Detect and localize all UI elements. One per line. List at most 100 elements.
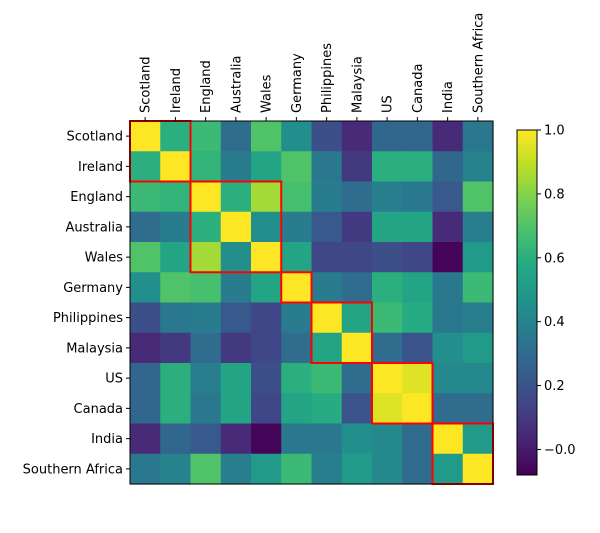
heatmap-cell-0-9 <box>402 121 434 152</box>
heatmap-frame <box>129 120 494 485</box>
x-tick-label: Ireland <box>169 68 184 113</box>
x-tick-label: Philippines <box>320 43 335 113</box>
y-tick-label: India <box>91 432 123 447</box>
heatmap-cell-7-3 <box>220 332 252 364</box>
y-tick-label: Scotland <box>66 130 123 145</box>
heatmap-cell-3-1 <box>160 211 192 243</box>
heatmap-cells <box>130 121 494 485</box>
heatmap-cell-9-11 <box>462 393 494 425</box>
heatmap-cell-11-1 <box>160 453 192 485</box>
y-tick-label: Germany <box>63 281 123 296</box>
heatmap-cell-4-11 <box>462 242 494 273</box>
heatmap-cell-4-9 <box>402 242 434 273</box>
heatmap-cell-8-7 <box>341 363 373 394</box>
heatmap-cell-0-6 <box>311 121 343 152</box>
heatmap-cell-7-7 <box>341 332 373 364</box>
heatmap-cell-3-5 <box>281 211 313 243</box>
x-tick-label: Wales <box>260 74 275 113</box>
heatmap-cell-10-5 <box>281 423 313 455</box>
heatmap-cell-4-3 <box>220 242 252 273</box>
heatmap-cell-10-3 <box>220 423 252 455</box>
heatmap-cell-5-0 <box>130 272 161 304</box>
cluster-box-2 <box>280 271 313 304</box>
heatmap-cell-7-10 <box>432 332 464 364</box>
heatmap-cell-1-5 <box>281 151 313 183</box>
colorbar: −0.0 0.2 0.4 0.6 0.8 1.0 <box>516 124 576 476</box>
heatmap-cell-9-7 <box>341 393 373 425</box>
heatmap-cell-0-1 <box>160 121 192 152</box>
heatmap-cell-3-6 <box>311 211 343 243</box>
heatmap-cell-2-2 <box>190 181 222 213</box>
heatmap-cell-0-0 <box>130 121 161 152</box>
y-axis: Scotland Ireland England Australia Wales Germ… <box>23 130 130 477</box>
heatmap-cell-8-10 <box>432 363 464 394</box>
x-axis: Scotland Ireland England Australia Wales Germ… <box>139 13 486 121</box>
x-tick-label: England <box>199 60 214 113</box>
heatmap-cell-2-3 <box>220 181 252 213</box>
y-tick-label: Ireland <box>78 160 123 175</box>
heatmap-cell-2-0 <box>130 181 161 213</box>
heatmap-cell-4-6 <box>311 242 343 273</box>
heatmap-cell-10-2 <box>190 423 222 455</box>
heatmap-cell-6-6 <box>311 302 343 334</box>
heatmap-cell-6-8 <box>372 302 403 334</box>
heatmap-cell-8-11 <box>462 363 494 394</box>
heatmap-cell-1-2 <box>190 151 222 183</box>
x-tick-label: Australia <box>229 55 244 113</box>
x-tick-label: India <box>441 81 456 113</box>
heatmap-cell-10-11 <box>462 423 494 455</box>
heatmap-cell-9-9 <box>402 393 434 425</box>
heatmap-cell-7-9 <box>402 332 434 364</box>
heatmap-cell-5-4 <box>251 272 282 304</box>
heatmap-cell-9-2 <box>190 393 222 425</box>
heatmap-cell-9-4 <box>251 393 282 425</box>
heatmap-cell-6-2 <box>190 302 222 334</box>
y-tick-label: Canada <box>74 402 123 417</box>
heatmap-cell-6-11 <box>462 302 494 334</box>
heatmap-cell-1-8 <box>372 151 403 183</box>
heatmap-cell-4-5 <box>281 242 313 273</box>
heatmap-cell-2-4 <box>251 181 282 213</box>
heatmap-cell-2-10 <box>432 181 464 213</box>
heatmap-cell-8-1 <box>160 363 192 394</box>
heatmap-cell-7-4 <box>251 332 282 364</box>
heatmap-cell-5-7 <box>341 272 373 304</box>
heatmap-cell-11-6 <box>311 453 343 485</box>
heatmap-cell-3-0 <box>130 211 161 243</box>
heatmap-cell-3-7 <box>341 211 373 243</box>
heatmap-cell-8-6 <box>311 363 343 394</box>
heatmap-cell-6-7 <box>341 302 373 334</box>
heatmap-cell-11-0 <box>130 453 161 485</box>
x-tick-label: Canada <box>411 64 426 113</box>
heatmap-cell-5-5 <box>281 272 313 304</box>
heatmap-cell-5-10 <box>432 272 464 304</box>
heatmap-cell-11-10 <box>432 453 464 485</box>
heatmap-cell-11-9 <box>402 453 434 485</box>
heatmap-cell-9-8 <box>372 393 403 425</box>
x-tick-label: Scotland <box>139 56 154 113</box>
heatmap-cell-2-11 <box>462 181 494 213</box>
heatmap-cell-2-8 <box>372 181 403 213</box>
heatmap-cell-9-0 <box>130 393 161 425</box>
x-tick-label: Southern Africa <box>471 13 486 113</box>
heatmap-cell-5-6 <box>311 272 343 304</box>
heatmap-cell-10-9 <box>402 423 434 455</box>
colorbar-tick-label: 0.8 <box>544 187 565 202</box>
heatmap-cell-0-5 <box>281 121 313 152</box>
heatmap-cell-11-2 <box>190 453 222 485</box>
heatmap-cell-3-2 <box>190 211 222 243</box>
heatmap-cell-5-2 <box>190 272 222 304</box>
heatmap-cell-3-9 <box>402 211 434 243</box>
heatmap-cell-5-3 <box>220 272 252 304</box>
colorbar-tick-label: 0.2 <box>544 379 565 394</box>
heatmap-cell-9-6 <box>311 393 343 425</box>
heatmap-cell-1-9 <box>402 151 434 183</box>
colorbar-gradient <box>516 129 538 476</box>
heatmap-cell-8-4 <box>251 363 282 394</box>
heatmap-cell-0-4 <box>251 121 282 152</box>
heatmap-cell-6-4 <box>251 302 282 334</box>
heatmap-cell-11-4 <box>251 453 282 485</box>
heatmap-cell-11-11 <box>462 453 494 485</box>
heatmap-cell-6-5 <box>281 302 313 334</box>
